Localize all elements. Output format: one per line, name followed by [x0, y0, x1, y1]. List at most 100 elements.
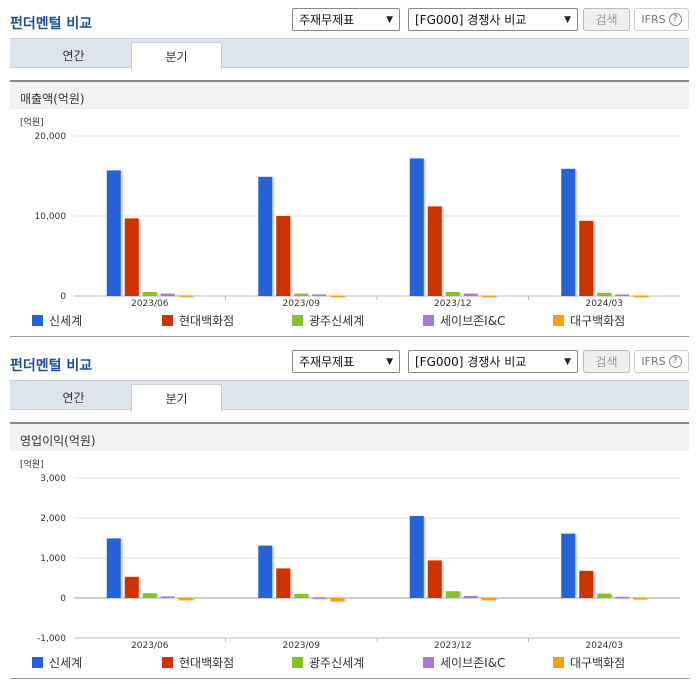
bar	[579, 570, 594, 598]
bar	[312, 294, 327, 296]
bar	[597, 292, 612, 296]
ifrs-label: IFRS	[641, 13, 666, 26]
bar	[294, 594, 309, 598]
legend-label: 현대백화점	[179, 314, 235, 328]
y-tick-label: 0	[60, 594, 66, 604]
legend-swatch	[162, 657, 173, 668]
help-icon: ?	[668, 13, 682, 26]
legend-item[interactable]: 광주신세계	[292, 654, 364, 671]
legend-label: 현대백화점	[179, 656, 235, 670]
bar-shadow	[180, 296, 195, 298]
x-tick-label: 2023/09	[283, 641, 321, 650]
legend-label: 세이브존I&C	[440, 656, 506, 670]
peer-group-select[interactable]: [FG000] 경쟁사 비교 ▼	[408, 350, 578, 373]
x-tick-label: 2023/09	[283, 299, 321, 308]
legend-swatch	[423, 657, 434, 668]
statement-type-value: 주재무제표	[299, 355, 355, 369]
revenue-chart: [억원] 0 10,000 20,000 2023/06 2023/09 2023/12 20…	[20, 116, 680, 308]
bar-shadow	[617, 295, 632, 297]
legend-label: 대구백화점	[570, 656, 626, 670]
ifrs-help-button[interactable]: IFRS ?	[634, 350, 689, 373]
bar-shadow	[314, 295, 329, 297]
tab-annual[interactable]: 연간	[62, 49, 85, 63]
legend-swatch	[32, 657, 43, 668]
bar	[330, 295, 345, 298]
bar	[427, 560, 442, 598]
bar	[142, 292, 157, 296]
legend-item[interactable]: 대구백화점	[553, 312, 625, 329]
peer-group-select[interactable]: [FG000] 경쟁사 비교 ▼	[408, 8, 578, 31]
statement-type-select[interactable]: 주재무제표 ▼	[292, 8, 400, 31]
search-button[interactable]: 검색	[583, 8, 630, 31]
legend-item[interactable]: 광주신세계	[292, 312, 364, 329]
legend-swatch	[553, 657, 564, 668]
x-tick-label: 2023/06	[131, 299, 169, 308]
bar	[160, 596, 175, 598]
fundamental-section-revenue: 펀더멘털 비교 주재무제표 ▼ [FG000] 경쟁사 비교 ▼ 검색 IFRS…	[0, 0, 696, 337]
bar	[633, 295, 648, 298]
legend-item[interactable]: 세이브존I&C	[423, 312, 505, 329]
fundamental-section-operating-profit: 펀더멘털 비교 주재무제표 ▼ [FG000] 경쟁사 비교 ▼ 검색 IFRS…	[0, 342, 696, 679]
legend-label: 대구백화점	[570, 314, 626, 328]
chart-legend: 신세계 현대백화점 광주신세계 세이브존I&C 대구백화점	[0, 312, 696, 332]
tab-quarterly[interactable]: 분기	[131, 384, 222, 412]
section-title: 펀더멘털 비교	[10, 16, 93, 32]
section-header: 펀더멘털 비교 주재무제표 ▼ [FG000] 경쟁사 비교 ▼ 검색 IFRS…	[0, 0, 696, 38]
operating-profit-chart: [억원] -1,000 0 1,000 2,000 3,000 2023/06 2023/09…	[20, 458, 680, 650]
period-tabbar: 연간 분기	[10, 380, 689, 412]
ifrs-help-button[interactable]: IFRS ?	[634, 8, 689, 31]
x-tick-label: 2024/03	[586, 299, 623, 308]
bar	[561, 168, 576, 296]
section-title: 펀더멘털 비교	[10, 358, 93, 374]
bar	[409, 516, 424, 598]
bar	[615, 294, 630, 296]
chevron-down-icon: ▼	[386, 14, 393, 25]
chevron-down-icon: ▼	[564, 14, 571, 25]
chevron-down-icon: ▼	[386, 356, 393, 367]
bar	[633, 598, 648, 600]
x-tick-label: 2023/12	[434, 641, 471, 650]
chevron-down-icon: ▼	[564, 356, 571, 367]
bar	[160, 293, 175, 296]
legend-label: 신세계	[49, 656, 83, 670]
tab-annual[interactable]: 연간	[62, 391, 85, 405]
legend-swatch	[162, 315, 173, 326]
unit-label: [억원]	[20, 458, 44, 470]
legend-swatch	[292, 657, 303, 668]
bar	[427, 206, 442, 296]
bar	[276, 568, 291, 598]
section-header: 펀더멘털 비교 주재무제표 ▼ [FG000] 경쟁사 비교 ▼ 검색 IFRS…	[0, 342, 696, 380]
bar	[409, 158, 424, 296]
legend-swatch	[292, 315, 303, 326]
ifrs-label: IFRS	[641, 355, 666, 368]
x-tick-label: 2024/03	[586, 641, 623, 650]
statement-type-value: 주재무제표	[299, 13, 355, 27]
legend-item[interactable]: 신세계	[32, 654, 82, 671]
tab-quarterly[interactable]: 분기	[131, 42, 222, 70]
statement-type-select[interactable]: 주재무제표 ▼	[292, 350, 400, 373]
legend-item[interactable]: 세이브존I&C	[423, 654, 505, 671]
bar	[124, 576, 139, 598]
bar	[579, 220, 594, 296]
x-tick-label: 2023/12	[434, 299, 471, 308]
legend-swatch	[423, 315, 434, 326]
legend-item[interactable]: 신세계	[32, 312, 82, 329]
y-tick-label: 20,000	[35, 132, 67, 142]
bar	[106, 538, 121, 598]
search-button[interactable]: 검색	[583, 350, 630, 373]
peer-group-value: [FG000] 경쟁사 비교	[415, 13, 527, 27]
help-icon: ?	[668, 355, 682, 368]
bar	[276, 216, 291, 296]
bar-shadow	[617, 597, 632, 600]
section-divider	[10, 336, 689, 337]
legend-swatch	[32, 315, 43, 326]
bar	[142, 593, 157, 598]
legend-item[interactable]: 현대백화점	[162, 654, 234, 671]
legend-item[interactable]: 현대백화점	[162, 312, 234, 329]
bar	[445, 292, 460, 296]
y-tick-label: 0	[60, 292, 66, 302]
bar	[481, 598, 496, 601]
bar-shadow	[314, 598, 329, 600]
legend-item[interactable]: 대구백화점	[553, 654, 625, 671]
legend-label: 광주신세계	[309, 656, 365, 670]
